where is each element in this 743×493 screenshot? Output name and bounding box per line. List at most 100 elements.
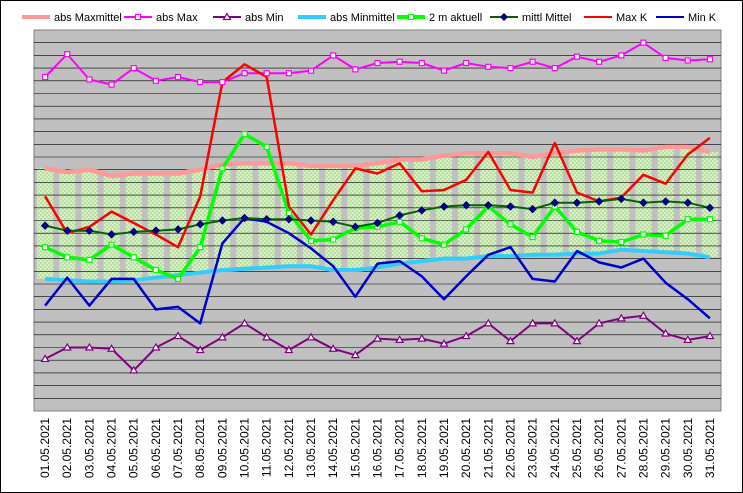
point-2-m-aktuell xyxy=(219,165,226,172)
x-tick-label: 04.05.2021 xyxy=(105,418,119,478)
point-mittl-mittel xyxy=(195,219,205,229)
legend-marker xyxy=(134,13,142,21)
point-abs-min xyxy=(372,333,383,342)
point-abs-max xyxy=(263,70,270,77)
legend-label: 2 m aktuell xyxy=(429,12,482,24)
series-line-abs-minmittel xyxy=(44,247,711,284)
point-abs-min xyxy=(683,335,693,343)
x-tick-label: 12.05.2021 xyxy=(282,418,296,478)
x-tick-label: 14.05.2021 xyxy=(326,418,340,478)
point-mittl-mittel xyxy=(594,197,604,206)
point-abs-max xyxy=(618,52,625,59)
x-tick-label: 18.05.2021 xyxy=(415,418,429,478)
point-mittl-mittel xyxy=(350,222,360,232)
point-abs-max xyxy=(440,67,448,74)
legend-item-2-m-aktuell: 2 m aktuell xyxy=(397,12,482,24)
series-line-min-k xyxy=(44,216,711,325)
point-abs-min xyxy=(461,331,471,340)
point-2-m-aktuell xyxy=(130,254,137,261)
point-2-m-aktuell xyxy=(197,244,204,251)
point-2-m-aktuell xyxy=(64,254,71,261)
point-abs-min xyxy=(284,345,294,354)
point-2-m-aktuell xyxy=(418,235,425,242)
point-abs-max xyxy=(86,76,93,83)
point-mittl-mittel xyxy=(40,221,50,230)
point-mittl-mittel xyxy=(528,204,537,214)
point-abs-max xyxy=(152,77,159,84)
x-tick-label: 19.05.2021 xyxy=(437,418,451,478)
legend-label: Max K xyxy=(616,12,648,24)
point-abs-max xyxy=(197,78,204,86)
point-abs-max xyxy=(41,73,49,81)
point-mittl-mittel xyxy=(483,200,493,210)
point-abs-max xyxy=(529,58,536,65)
point-abs-min xyxy=(40,354,50,363)
point-abs-max xyxy=(108,81,115,88)
point-abs-min xyxy=(528,318,538,327)
x-tick-label: 25.05.2021 xyxy=(570,418,584,478)
legend-label: abs Maxmittel xyxy=(54,12,122,24)
point-2-m-aktuell xyxy=(596,237,603,244)
point-abs-max xyxy=(573,53,581,60)
x-tick-label: 08.05.2021 xyxy=(193,418,207,478)
point-2-m-aktuell xyxy=(307,237,315,244)
point-abs-max xyxy=(174,73,182,81)
x-tick-label: 05.05.2021 xyxy=(127,418,141,478)
point-mittl-mittel xyxy=(62,226,72,236)
point-2-m-aktuell xyxy=(640,231,647,238)
x-tick-label: 22.05.2021 xyxy=(503,418,517,478)
point-2-m-aktuell xyxy=(618,238,625,246)
point-mittl-mittel xyxy=(173,225,183,234)
range-bar xyxy=(369,163,386,268)
point-mittl-mittel xyxy=(550,198,560,208)
point-2-m-aktuell xyxy=(529,233,536,241)
legend-label: abs Min xyxy=(245,12,284,24)
x-tick-label: 03.05.2021 xyxy=(82,418,96,478)
point-abs-min xyxy=(107,344,117,352)
point-abs-min xyxy=(616,313,626,322)
point-abs-min xyxy=(439,338,449,347)
point-mittl-mittel xyxy=(328,217,338,227)
legend-item-abs-minmittel: abs Minmittel xyxy=(298,12,395,24)
point-mittl-mittel xyxy=(284,214,294,224)
point-abs-max xyxy=(463,59,470,67)
legend-marker xyxy=(407,13,415,21)
point-mittl-mittel xyxy=(107,230,116,239)
point-abs-max xyxy=(241,70,248,77)
point-2-m-aktuell xyxy=(263,143,270,150)
point-2-m-aktuell xyxy=(684,216,691,223)
point-abs-min xyxy=(173,331,183,340)
point-abs-max xyxy=(662,54,669,62)
point-abs-max xyxy=(507,64,514,72)
point-2-m-aktuell xyxy=(573,228,581,236)
legend-marker xyxy=(222,12,232,21)
point-2-m-aktuell xyxy=(662,232,669,239)
point-2-m-aktuell xyxy=(706,216,714,223)
gridlines xyxy=(34,42,721,399)
point-mittl-mittel xyxy=(461,200,471,210)
legend-item-max-k: Max K xyxy=(584,12,648,24)
point-abs-min xyxy=(84,342,94,351)
point-mittl-mittel xyxy=(306,216,316,225)
point-abs-min xyxy=(350,350,360,359)
point-mittl-mittel xyxy=(572,198,582,208)
point-abs-min xyxy=(62,342,72,351)
point-mittl-mittel xyxy=(683,198,693,208)
point-abs-min xyxy=(594,318,604,327)
point-2-m-aktuell xyxy=(86,256,93,263)
point-abs-min xyxy=(129,365,139,374)
x-tick-label: 10.05.2021 xyxy=(238,418,252,478)
point-mittl-mittel xyxy=(661,197,670,206)
x-tick-label: 31.05.2021 xyxy=(703,418,717,478)
point-mittl-mittel xyxy=(705,203,715,213)
legend-item-abs-min: abs Min xyxy=(213,12,284,24)
legend-label: Min K xyxy=(688,12,717,24)
legend-item-abs-maxmittel: abs Maxmittel xyxy=(22,12,122,24)
point-abs-max xyxy=(551,64,558,72)
point-abs-min xyxy=(328,344,338,352)
point-abs-min xyxy=(417,333,427,342)
point-abs-min xyxy=(217,332,227,341)
point-2-m-aktuell xyxy=(174,275,182,283)
x-tick-label: 16.05.2021 xyxy=(371,418,385,478)
